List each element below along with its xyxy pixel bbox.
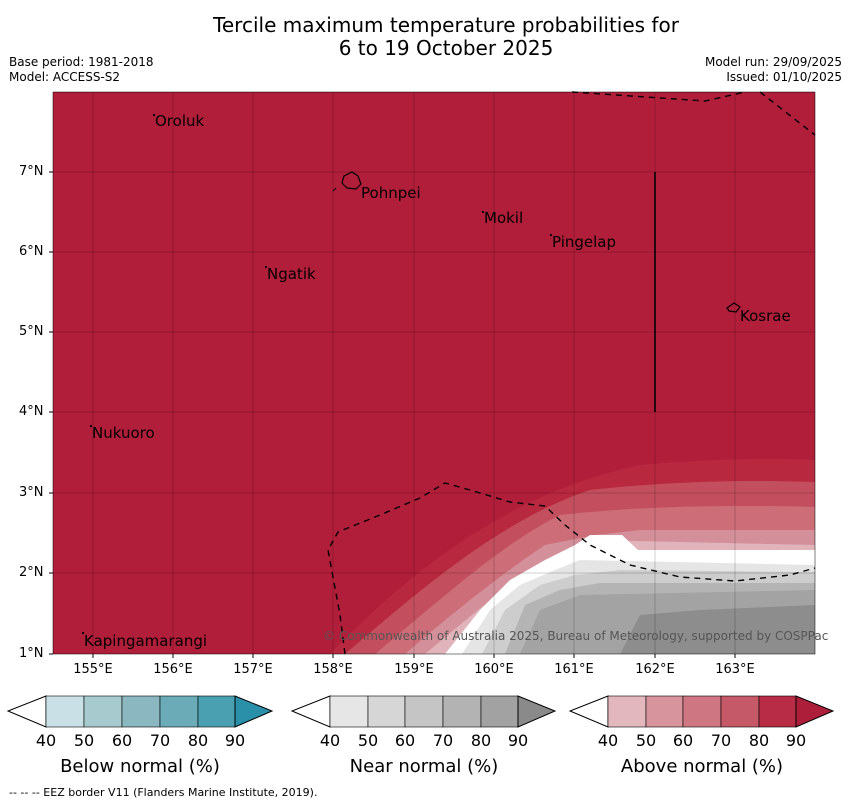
colorbar-near-under-arrow [290, 695, 331, 728]
base-period: Base period: 1981-2018 [9, 55, 154, 69]
colorbar-below-swatch [197, 695, 236, 728]
colorbar-below-tick: 90 [224, 731, 246, 750]
lon-label: 158°E [313, 662, 353, 677]
place-label-ngatik: Ngatik [267, 265, 316, 283]
colorbar-below-tick: 80 [187, 731, 209, 750]
colorbar-near-swatch [442, 695, 482, 728]
colorbar-near-swatch [480, 695, 519, 728]
colorbar-above-under-arrow [568, 695, 609, 728]
colorbar-above-tick: 50 [635, 731, 657, 750]
lon-label: 156°E [153, 662, 193, 677]
place-label-kosrae: Kosrae [740, 307, 791, 325]
near-band-80 [620, 605, 815, 654]
colorbar-near-tick: 40 [319, 731, 341, 750]
lat-label: 5°N [19, 324, 44, 339]
place-label-pohnpei: Pohnpei [361, 184, 421, 202]
place-label-pingelap: Pingelap [552, 233, 617, 251]
lon-label: 157°E [233, 662, 273, 677]
kosrae-island [726, 302, 741, 313]
colorbar-near-tick: 50 [357, 731, 379, 750]
colorbar-below-over-arrow [234, 695, 274, 728]
place-label-oroluk: Oroluk [155, 112, 205, 130]
lat-label: 2°N [19, 565, 44, 580]
model-name: Model: ACCESS-S2 [9, 70, 121, 84]
colorbar-above-swatch [682, 695, 722, 728]
map-title: Tercile maximum temperature probabilitie… [0, 14, 850, 60]
issued-date: Issued: 01/10/2025 [726, 70, 842, 84]
atoll-marks [82, 114, 552, 634]
place-label-nukuoro: Nukuoro [92, 424, 155, 442]
lat-label: 1°N [19, 646, 44, 661]
colorbar-above-swatch [758, 695, 797, 728]
ant-atoll [332, 187, 337, 192]
colorbar-above-tick: 60 [672, 731, 694, 750]
lat-label: 7°N [19, 164, 44, 179]
colorbar-above [568, 695, 835, 728]
title-line-2: 6 to 19 October 2025 [338, 36, 554, 60]
colorbar-near-tick: 70 [432, 731, 454, 750]
lon-label: 161°E [554, 662, 594, 677]
lat-label: 6°N [19, 244, 44, 259]
eez-borders [327, 91, 816, 655]
colorbar-below-swatch [121, 695, 161, 728]
copyright-credit: © Commonwealth of Australia 2025, Bureau… [323, 629, 829, 643]
lon-label: 160°E [474, 662, 514, 677]
colorbar-below-tick: 50 [73, 731, 95, 750]
pohnpei-island [341, 171, 362, 190]
colorbar-above-title: Above normal (%) [620, 756, 784, 777]
lon-label: 162°E [635, 662, 675, 677]
lat-label: 3°N [19, 485, 44, 500]
place-label-mokil: Mokil [484, 209, 524, 227]
lon-label: 159°E [394, 662, 434, 677]
gridlines [53, 92, 815, 654]
colorbar-below [6, 695, 274, 728]
colorbar-below-tick: 60 [111, 731, 133, 750]
colorbar-above-tick: 90 [785, 731, 807, 750]
colorbar-below-title: Below normal (%) [60, 756, 220, 777]
colorbar-above-swatch [607, 695, 647, 728]
lat-label: 4°N [19, 404, 44, 419]
colorbar-below-swatch [159, 695, 199, 728]
colorbar-above-swatch [720, 695, 760, 728]
map-frame [52, 91, 816, 655]
colorbar-above-over-arrow [795, 695, 835, 728]
lon-label: 163°E [715, 662, 755, 677]
colorbar-near-tick: 90 [507, 731, 529, 750]
colorbar-near-over-arrow [517, 695, 557, 728]
colorbar-above-tick: 40 [597, 731, 619, 750]
axis-ticks [49, 171, 736, 658]
colorbar-near-tick: 80 [470, 731, 492, 750]
colorbar-near-title: Near normal (%) [349, 756, 499, 777]
colorbar-below-swatch [45, 695, 85, 728]
colorbar-below-swatch [83, 695, 123, 728]
colorbar-near-swatch [329, 695, 369, 728]
place-label-kapingamarangi: Kapingamarangi [84, 632, 208, 650]
meta-left: Base period: 1981-2018 Model: ACCESS-S2 [9, 55, 154, 85]
colorbar-near-swatch [367, 695, 406, 728]
meta-right: Model run: 29/09/2025 Issued: 01/10/2025 [705, 55, 842, 85]
colorbar-near-tick: 60 [394, 731, 416, 750]
lon-label: 155°E [73, 662, 113, 677]
colorbar-near-swatch [404, 695, 444, 728]
colorbar-below-tick: 40 [35, 731, 57, 750]
eez-footnote: -- -- -- EEZ border V11 (Flanders Marine… [9, 786, 318, 799]
colorbar-above-tick: 70 [710, 731, 732, 750]
colorbar-above-swatch [645, 695, 684, 728]
colorbar-below-under-arrow [6, 695, 47, 728]
title-line-1: Tercile maximum temperature probabilitie… [213, 13, 679, 37]
model-run: Model run: 29/09/2025 [704, 55, 842, 69]
colorbar-near [290, 695, 557, 728]
colorbar-above-tick: 80 [748, 731, 770, 750]
colorbar-below-tick: 70 [149, 731, 171, 750]
